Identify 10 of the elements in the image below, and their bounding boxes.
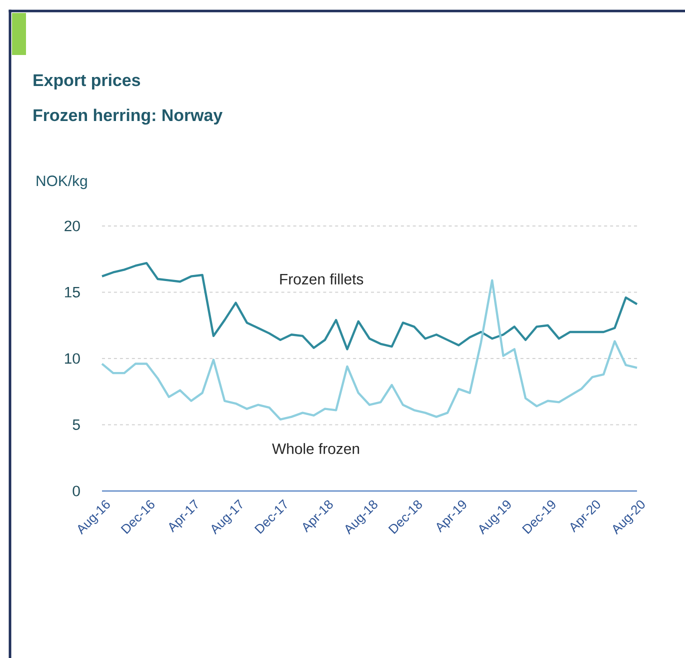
y-tick-label: 15 <box>65 287 80 298</box>
chart-subtitle: Frozen herring: Norway <box>34 108 223 125</box>
chart-title: Export prices <box>34 74 140 90</box>
y-tick-label: 20 <box>64 220 80 232</box>
series-label: Whole frozen <box>272 443 360 454</box>
y-tick-label: 10 <box>65 353 80 364</box>
text: Frozen fillets <box>280 274 364 284</box>
y-tick-label: 0 <box>72 486 80 496</box>
y-axis-title: NOK/kg <box>36 175 87 190</box>
y-tick-label: 5 <box>72 420 80 430</box>
